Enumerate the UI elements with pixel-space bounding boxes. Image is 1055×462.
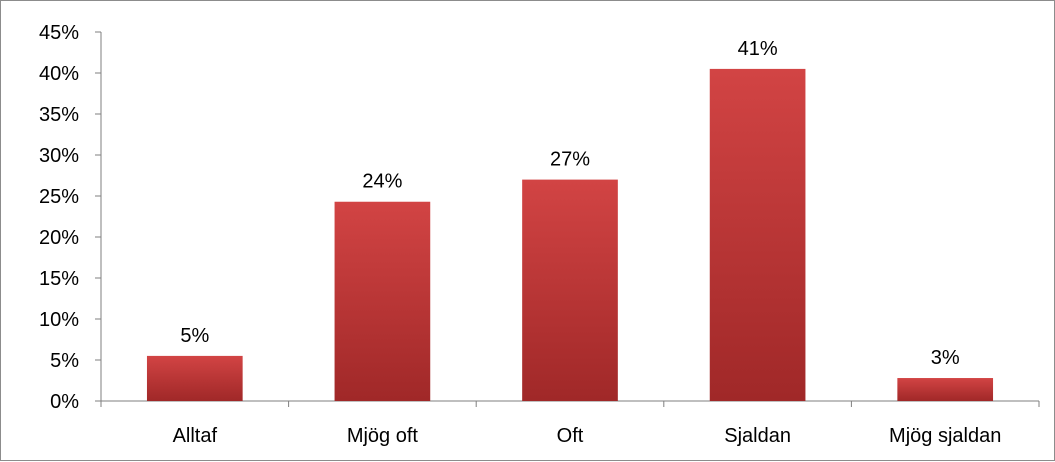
y-tick-label: 35% xyxy=(39,104,79,126)
x-tick-label: Mjög sjaldan xyxy=(889,425,1001,447)
data-label: 27% xyxy=(550,149,590,171)
x-tick-label: Alltaf xyxy=(173,425,218,447)
data-labels: 5% 24% 27% 41% 3% xyxy=(180,38,960,369)
bar xyxy=(522,179,618,401)
x-tick-label: Mjög oft xyxy=(347,425,419,447)
data-label: 41% xyxy=(738,38,778,60)
bar xyxy=(334,201,431,401)
y-tick-label: 20% xyxy=(39,227,79,249)
y-tick-label: 40% xyxy=(39,63,79,85)
y-tick-label: 25% xyxy=(39,186,79,208)
y-tick-label: 30% xyxy=(39,145,79,167)
data-label: 3% xyxy=(931,347,960,369)
bar xyxy=(146,355,243,401)
y-tick-label: 5% xyxy=(50,350,79,372)
bars xyxy=(146,68,994,402)
x-tick-label: Oft xyxy=(557,425,584,447)
y-tick-label: 45% xyxy=(39,22,79,44)
x-axis: Alltaf Mjög oft Oft Sjaldan Mjög sjaldan xyxy=(100,400,1040,447)
x-tick-label: Sjaldan xyxy=(724,425,791,447)
y-tick-label: 15% xyxy=(39,268,79,290)
y-tick-label: 10% xyxy=(39,309,79,331)
data-label: 5% xyxy=(180,325,209,347)
bar xyxy=(709,68,806,402)
y-tick-label: 0% xyxy=(50,391,79,413)
data-label: 24% xyxy=(362,171,402,193)
bar xyxy=(897,378,994,401)
y-axis: 0% 5% 10% 15% 20% 25% 30% 35% 40% 45% xyxy=(39,22,102,413)
